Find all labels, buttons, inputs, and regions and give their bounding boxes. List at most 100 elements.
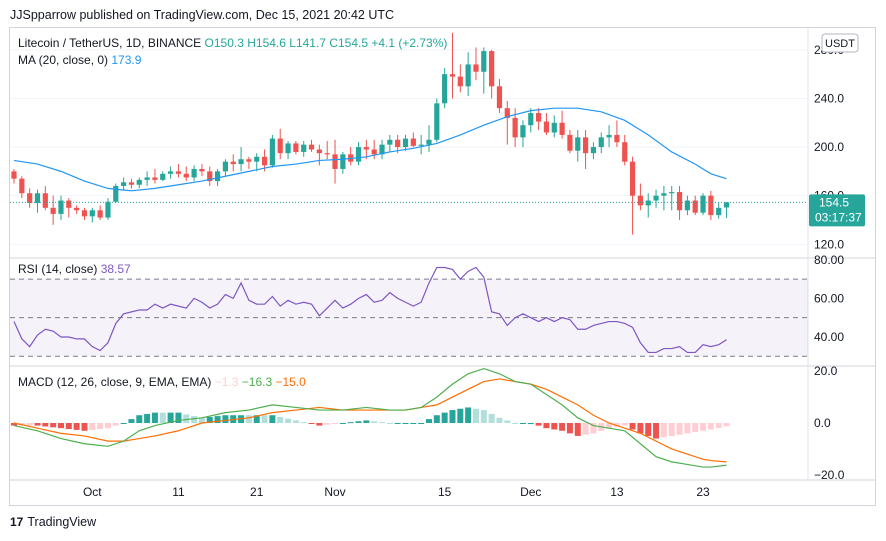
candle-body [590, 147, 597, 154]
macd-histogram-bar [50, 423, 57, 428]
candle-body [723, 202, 730, 208]
candle-body [128, 182, 135, 185]
candle-body [254, 156, 260, 162]
macd-histogram-bar [269, 415, 276, 423]
tradingview-logo-icon: 17 [10, 515, 24, 529]
candle-body [246, 159, 252, 162]
macd-hist-value: −1.3 [215, 375, 242, 389]
candle-body [97, 210, 103, 218]
currency-badge [821, 33, 859, 53]
ma-value: 173.9 [111, 53, 141, 67]
candle-body [489, 51, 495, 87]
candle-body [614, 134, 620, 143]
candle-body [449, 74, 456, 77]
time-tick-label: Dec [520, 485, 541, 499]
macd-histogram-bar [222, 415, 229, 423]
price-tick-label: 200.0 [814, 140, 844, 154]
macd-histogram-bar [136, 415, 143, 423]
macd-histogram-bar [316, 423, 323, 426]
candle-body [496, 86, 503, 109]
candle-body [81, 210, 88, 217]
candle-body [442, 74, 448, 104]
candle-body [395, 139, 401, 148]
candle-body [708, 195, 714, 216]
macd-histogram-bar [379, 422, 386, 424]
macd-histogram-bar [551, 423, 558, 430]
candle-body [465, 64, 471, 87]
candle-body [512, 117, 518, 138]
candle-body [551, 122, 557, 133]
change-value: +4.1 (+2.73%) [371, 36, 447, 50]
macd-histogram-bar [120, 423, 127, 424]
macd-histogram-bar [285, 418, 292, 423]
macd-histogram-bar [425, 419, 432, 423]
candle-body [410, 138, 416, 146]
candle-body [183, 173, 189, 178]
candle-body [536, 113, 542, 122]
macd-line [13, 367, 727, 468]
macd-histogram-bar [183, 414, 190, 423]
candle-body [277, 138, 283, 154]
macd-histogram-bar [34, 423, 41, 426]
macd-histogram-bar [582, 423, 589, 435]
macd-histogram-bar [26, 423, 33, 426]
macd-histogram-bar [441, 412, 448, 423]
candle-body [402, 138, 409, 148]
macd-histogram-bar [81, 423, 88, 431]
macd-histogram-bar [653, 423, 660, 439]
candle-body [684, 200, 690, 211]
candle-body [207, 171, 213, 182]
candle-body [301, 144, 307, 152]
candle-body [637, 195, 643, 206]
macd-histogram-bar [206, 416, 213, 423]
candle-body [661, 193, 667, 196]
macd-histogram-bar [645, 423, 652, 436]
macd-histogram-bar [637, 423, 644, 434]
candle-body [332, 154, 338, 169]
macd-histogram-bar [402, 423, 409, 424]
macd-histogram-bar [629, 423, 636, 430]
candle-body [105, 201, 111, 218]
macd-histogram-bar [723, 423, 730, 427]
symbol-title: Litecoin / TetherUS, 1D, BINANCE [18, 36, 205, 50]
candle-body [121, 182, 127, 186]
candle-body [629, 161, 636, 196]
candle-body [324, 153, 330, 155]
candle-body [214, 171, 221, 182]
candle-body [74, 207, 80, 211]
macd-signal-value: −15.0 [275, 375, 306, 389]
macd-histogram-bar [715, 423, 722, 428]
macd-histogram-bar [692, 423, 699, 433]
macd-histogram-bar [42, 423, 49, 427]
time-tick-label: 11 [172, 485, 185, 499]
macd-histogram-bar [175, 412, 182, 423]
candle-body [473, 64, 479, 72]
bar-countdown-label: 03:17:37 [815, 210, 862, 224]
macd-histogram-bar [418, 423, 425, 424]
macd-histogram-bar [167, 412, 174, 423]
macd-histogram-bar [300, 422, 307, 424]
macd-histogram-bar [480, 410, 487, 423]
main-legend: Litecoin / TetherUS, 1D, BINANCE O150.3 … [18, 36, 447, 50]
candle-body [528, 113, 534, 126]
high-value: H154.6 [247, 36, 289, 50]
macd-histogram-bar [214, 416, 221, 423]
macd-histogram-bar [496, 417, 503, 423]
candle-body [716, 207, 722, 216]
macd-histogram-bar [707, 423, 714, 430]
candle-body [316, 149, 322, 154]
candle-body [34, 193, 41, 203]
macd-histogram-bar [151, 412, 158, 423]
time-tick-label: 15 [438, 485, 452, 499]
low-value: L141.7 [289, 36, 329, 50]
macd-histogram-bar [261, 415, 268, 423]
candle-body [66, 200, 72, 208]
candle-body [11, 171, 17, 179]
candle-body [89, 210, 95, 217]
candle-body [293, 143, 299, 152]
candle-body [520, 125, 526, 138]
macd-histogram-bar [339, 423, 346, 424]
candle-body [136, 179, 142, 185]
rsi-tick-label: 60.00 [814, 291, 844, 305]
